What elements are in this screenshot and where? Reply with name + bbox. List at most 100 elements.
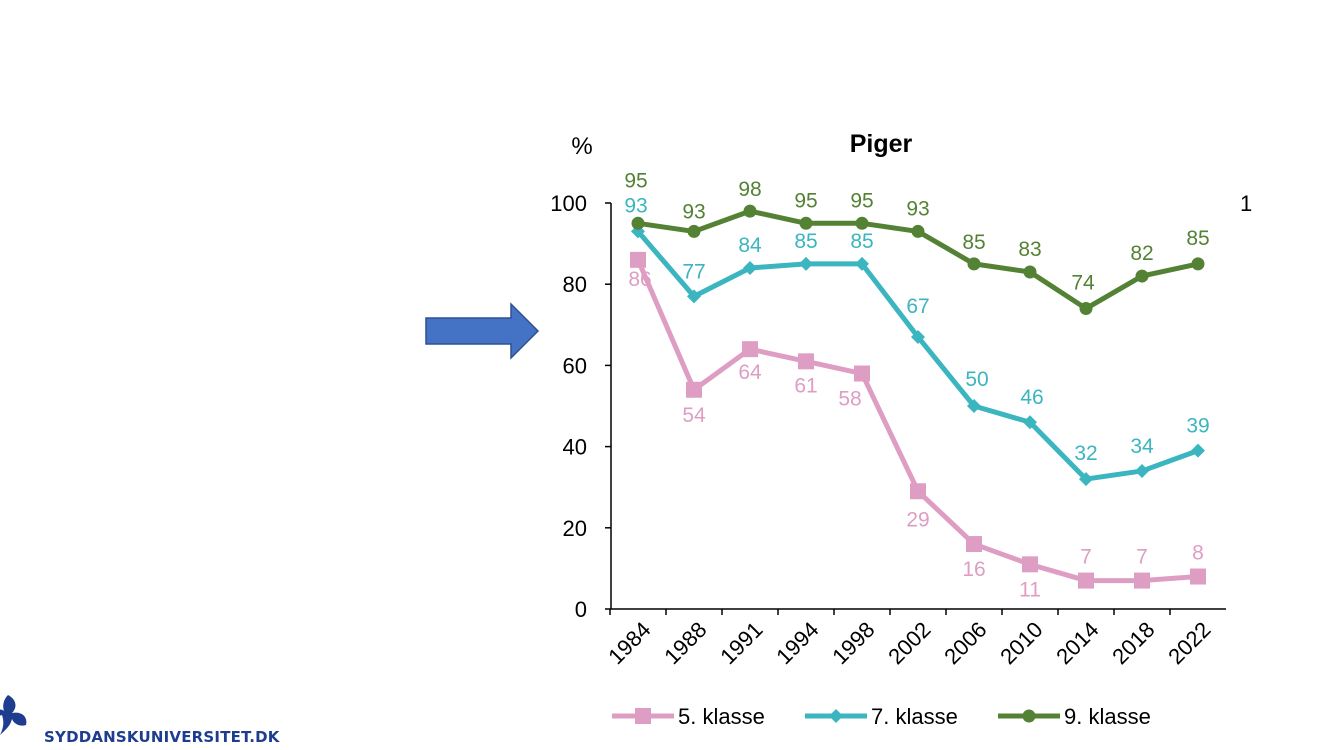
data-point xyxy=(630,251,646,268)
data-label: 16 xyxy=(962,558,985,581)
y-tick-label: 20 xyxy=(563,516,587,541)
stray-label: 1 xyxy=(1240,191,1252,216)
data-label: 85 xyxy=(850,230,873,253)
data-point xyxy=(1191,443,1205,458)
y-tick-label: 40 xyxy=(563,435,587,460)
legend-label: 7. klasse xyxy=(871,704,958,729)
data-label: 8 xyxy=(1192,542,1204,565)
y-axis-label: % xyxy=(571,133,592,160)
logo-text: SYDDANSKUNIVERSITET.DK xyxy=(44,728,280,746)
data-point xyxy=(911,224,925,238)
data-point xyxy=(966,536,982,553)
data-label: 64 xyxy=(738,361,762,384)
data-point xyxy=(1191,257,1205,271)
data-label: 50 xyxy=(965,368,988,391)
data-point xyxy=(687,289,701,304)
legend-marker xyxy=(829,709,843,723)
data-label: 54 xyxy=(682,404,706,427)
data-point xyxy=(799,256,813,271)
data-point xyxy=(687,224,701,238)
data-label: 82 xyxy=(1130,242,1153,265)
data-point xyxy=(1023,265,1037,279)
x-tick-label: 2002 xyxy=(883,617,935,669)
x-tick-label: 1988 xyxy=(659,617,711,669)
data-point xyxy=(854,365,870,382)
data-point xyxy=(911,329,925,344)
data-label: 46 xyxy=(1020,386,1043,409)
data-point xyxy=(910,483,926,500)
data-point xyxy=(799,216,813,230)
y-tick-label: 80 xyxy=(563,272,587,297)
data-label: 7 xyxy=(1080,546,1092,569)
data-label: 85 xyxy=(962,231,985,254)
data-point xyxy=(1078,572,1094,589)
chart-title: Piger xyxy=(850,130,913,158)
data-label: 39 xyxy=(1186,415,1209,438)
x-tick-label: 2010 xyxy=(995,617,1047,669)
y-tick-label: 0 xyxy=(575,597,587,622)
y-tick-label: 100 xyxy=(550,191,587,216)
data-point xyxy=(742,341,758,358)
data-label: 93 xyxy=(624,194,647,217)
data-point xyxy=(1134,572,1150,589)
data-label: 61 xyxy=(794,374,817,397)
data-label: 85 xyxy=(794,230,817,253)
legend-label: 5. klasse xyxy=(678,704,765,729)
series-line-2 xyxy=(636,229,1199,482)
data-point xyxy=(743,260,757,275)
data-label: 74 xyxy=(1071,272,1095,295)
legend-item-3: 9. klasse xyxy=(998,704,1151,729)
x-tick-label: 2018 xyxy=(1107,617,1159,669)
legend-item-1: 5. klasse xyxy=(612,704,765,729)
legend-item-2: 7. klasse xyxy=(805,704,958,729)
data-point xyxy=(1135,463,1149,478)
x-tick-label: 2014 xyxy=(1051,617,1103,669)
data-point xyxy=(631,216,645,230)
data-label: 83 xyxy=(1018,238,1041,261)
data-label: 85 xyxy=(1186,227,1209,250)
data-label: 86 xyxy=(628,268,651,291)
data-point xyxy=(1079,302,1093,316)
data-point xyxy=(1190,568,1206,585)
data-label: 98 xyxy=(738,178,761,201)
logo-leaf-icon xyxy=(0,695,27,735)
right-arrow-icon xyxy=(425,302,540,360)
x-tick-label: 2022 xyxy=(1163,617,1215,669)
data-point xyxy=(855,216,869,230)
data-label: 58 xyxy=(838,388,861,411)
data-point xyxy=(1079,472,1093,487)
data-label: 77 xyxy=(682,260,705,283)
data-label: 7 xyxy=(1136,546,1148,569)
data-label: 67 xyxy=(906,295,929,318)
x-tick-label: 1998 xyxy=(827,617,879,669)
data-point xyxy=(743,204,757,218)
data-point xyxy=(1135,269,1149,283)
data-label: 34 xyxy=(1130,435,1154,458)
legend-label: 9. klasse xyxy=(1064,704,1151,729)
data-point xyxy=(686,381,702,398)
legend-marker xyxy=(635,708,651,724)
data-point xyxy=(855,256,869,271)
x-tick-label: 1994 xyxy=(771,617,823,669)
data-label: 93 xyxy=(906,197,929,220)
data-label: 84 xyxy=(738,234,762,257)
data-label: 11 xyxy=(1019,578,1041,601)
x-tick-label: 2006 xyxy=(939,617,991,669)
x-tick-label: 1991 xyxy=(715,617,767,669)
data-label: 29 xyxy=(906,508,929,531)
data-point xyxy=(967,399,981,413)
data-point xyxy=(967,257,981,271)
data-point xyxy=(798,353,814,370)
data-label: 95 xyxy=(624,169,647,192)
x-tick-label: 1984 xyxy=(603,617,655,669)
data-label: 93 xyxy=(682,200,705,223)
university-logo xyxy=(0,695,27,735)
data-label: 32 xyxy=(1074,442,1097,465)
legend-marker xyxy=(1022,709,1036,723)
data-label: 95 xyxy=(850,189,873,212)
data-label: 95 xyxy=(794,189,817,212)
y-tick-label: 60 xyxy=(563,353,587,378)
data-point xyxy=(1023,415,1037,430)
data-point xyxy=(1022,556,1038,573)
